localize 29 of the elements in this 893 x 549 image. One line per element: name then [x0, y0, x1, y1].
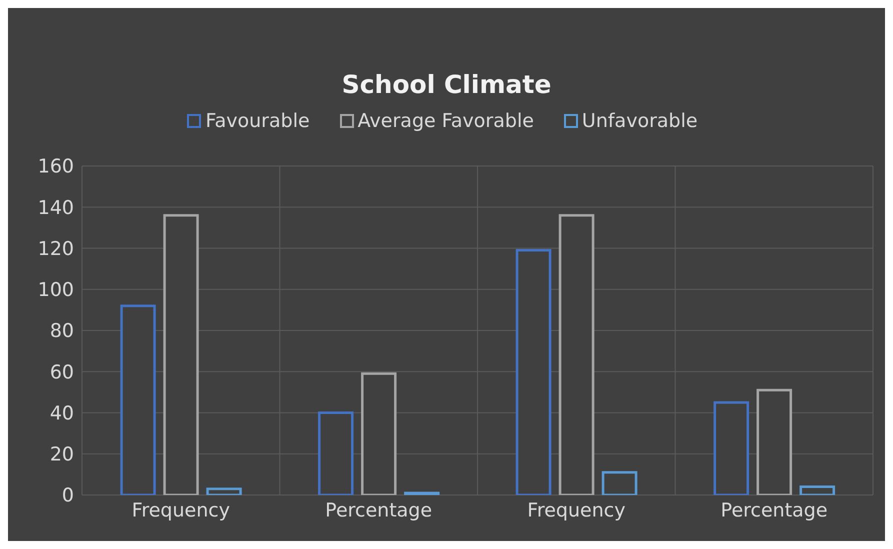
y-tick-label: 160 — [38, 156, 74, 178]
bar — [318, 412, 354, 495]
bar — [602, 471, 638, 495]
chart-title: School Climate — [340, 69, 552, 101]
y-tick-label: 60 — [50, 361, 74, 384]
y-tick-label: 20 — [50, 444, 74, 466]
x-tick-label: Percentage — [720, 499, 828, 522]
legend-label: Unfavorable — [580, 110, 698, 132]
x-tick-label: Frequency — [132, 499, 230, 522]
y-tick-label: 100 — [38, 279, 74, 302]
x-tick-label: Frequency — [527, 499, 626, 522]
bar — [163, 214, 199, 495]
bar — [756, 388, 792, 495]
x-tick-label: Percentage — [325, 499, 432, 522]
y-tick-label: 0 — [62, 484, 74, 507]
y-tick-label: 120 — [38, 238, 74, 260]
legend-label: Average Favorable — [356, 110, 534, 132]
bar — [714, 401, 750, 495]
bar — [800, 486, 836, 495]
y-tick-label: 40 — [50, 402, 74, 424]
bar — [361, 372, 397, 495]
bar — [516, 249, 552, 495]
bar — [206, 488, 242, 495]
y-tick-label: 140 — [38, 196, 74, 219]
legend-label: Favourable — [204, 110, 310, 132]
bar — [558, 214, 594, 495]
y-tick-label: 80 — [50, 320, 74, 342]
bar — [120, 304, 156, 495]
bar — [404, 492, 440, 495]
